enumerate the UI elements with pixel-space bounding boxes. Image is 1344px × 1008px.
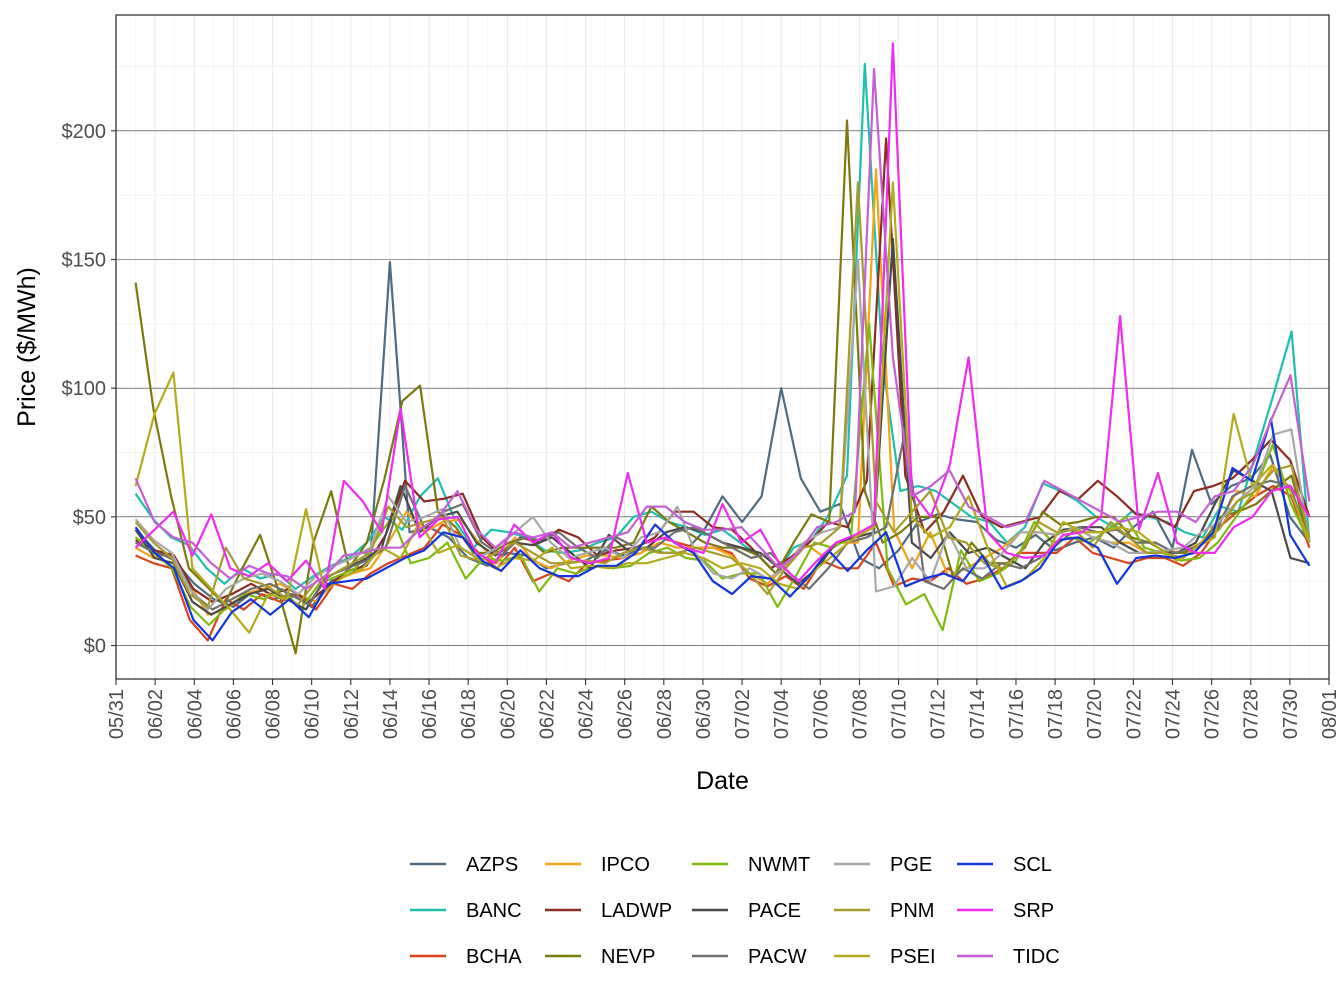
y-axis: $0 $50 $100 $150 $200 [62,121,116,658]
series-line-bcha [135,484,1311,642]
legend-label: BCHA [466,946,522,968]
legend-item-nevp: NEVP [545,946,655,968]
legend: AZPS BANC BCHA IPCO LADWP NEVP NWMT PACE PACW PGE… [410,854,1060,968]
x-tick-label: 07/30 [1280,689,1302,739]
y-tick-label: $200 [62,121,107,143]
legend-item-pge: PGE [834,854,932,876]
y-tick-label: $150 [62,249,107,271]
legend-item-srp: SRP [957,900,1054,922]
legend-item-nwmt: NWMT [692,854,810,876]
legend-item-ipco: IPCO [545,854,650,876]
y-tick-label: $100 [62,378,107,400]
x-tick-label: 06/24 [576,689,598,739]
x-tick-label: 07/04 [771,689,793,739]
series-line-scl [134,418,1311,642]
legend-label: PACE [748,900,801,922]
legend-item-scl: SCL [957,854,1052,876]
x-tick-label: 07/20 [1084,689,1106,739]
x-tick-label: 06/14 [380,689,402,739]
plot-panel-border [115,14,1330,680]
x-tick-label: 06/22 [536,689,558,739]
legend-label: IPCO [601,854,650,876]
legend-item-banc: BANC [410,900,522,922]
legend-item-ladwp: LADWP [545,900,672,922]
legend-item-pacw: PACW [692,946,807,968]
x-tick-label: 07/24 [1162,689,1184,739]
x-tick-label: 06/04 [184,689,206,739]
legend-label: SRP [1013,900,1054,922]
x-tick-label: 07/14 [967,689,989,739]
legend-label: NEVP [601,946,655,968]
y-tick-label: $0 [84,636,106,658]
series-line-psei [134,181,1311,634]
legend-label: PACW [748,946,807,968]
series-line-tidc [134,67,1311,591]
x-tick-label: 06/06 [223,689,245,739]
x-tick-label: 06/16 [419,689,441,739]
legend-label: SCL [1013,854,1052,876]
series-lines [134,42,1311,655]
y-tick-label: $50 [73,507,106,529]
x-tick-label: 05/31 [106,689,128,739]
legend-label: PSEI [890,946,936,968]
x-tick-label: 07/16 [1006,689,1028,739]
legend-item-tidc: TIDC [957,946,1060,968]
legend-item-azps: AZPS [410,854,518,876]
x-tick-label: 08/01 [1319,689,1341,739]
x-axis: 05/31 06/02 06/04 06/06 06/08 06/10 06/12 06/14… [106,679,1341,739]
series-line-pnm [134,181,1311,609]
x-tick-label: 07/22 [1123,689,1145,739]
legend-label: TIDC [1013,946,1060,968]
legend-label: AZPS [466,854,518,876]
y-axis-title: Price ($/MWh) [13,267,41,427]
x-tick-label: 06/28 [654,689,676,739]
x-tick-label: 06/26 [615,689,637,739]
series-line-srp [134,42,1311,591]
legend-item-psei: PSEI [834,946,936,968]
x-tick-label: 07/28 [1241,689,1263,739]
series-line-nevp [134,119,1311,655]
x-tick-label: 06/10 [302,689,324,739]
x-tick-label: 06/20 [497,689,519,739]
x-tick-label: 06/12 [341,689,363,739]
x-tick-label: 06/02 [145,689,167,739]
x-tick-label: 07/02 [732,689,754,739]
x-tick-label: 06/08 [263,689,285,739]
x-axis-title: Date [696,767,749,795]
legend-label: LADWP [601,900,672,922]
series-line-azps [134,261,1311,609]
x-tick-label: 07/08 [849,689,871,739]
legend-item-pnm: PNM [834,900,934,922]
legend-label: NWMT [748,854,810,876]
legend-label: PGE [890,854,932,876]
x-tick-label: 07/26 [1202,689,1224,739]
legend-label: BANC [466,900,522,922]
series-line-pge [134,258,1311,611]
x-tick-label: 07/10 [889,689,911,739]
legend-label: PNM [890,900,934,922]
x-tick-label: 06/18 [458,689,480,739]
legend-item-pace: PACE [692,900,801,922]
x-tick-label: 07/18 [1045,689,1067,739]
x-tick-label: 07/06 [810,689,832,739]
x-tick-label: 06/30 [693,689,715,739]
legend-item-bcha: BCHA [410,946,522,968]
x-tick-label: 07/12 [928,689,950,739]
